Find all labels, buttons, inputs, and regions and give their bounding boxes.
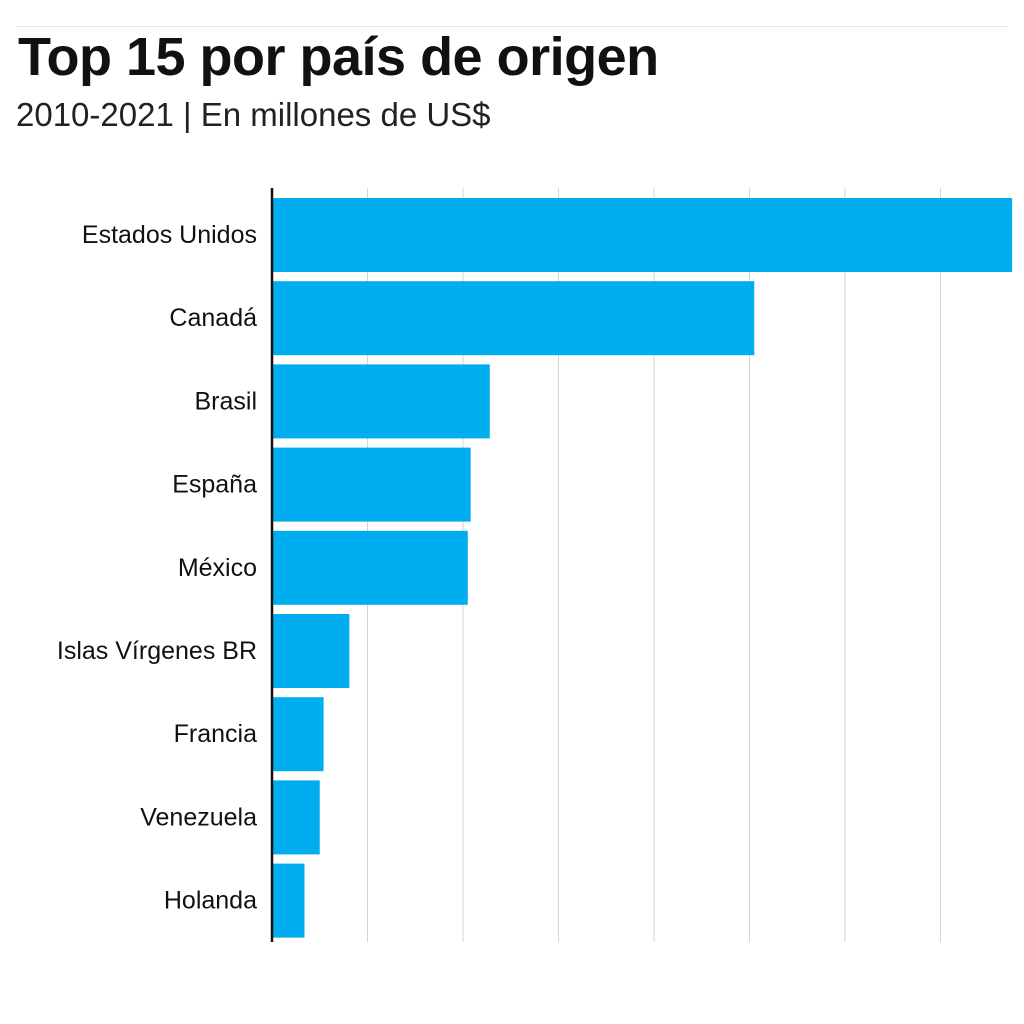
bar bbox=[272, 198, 1013, 272]
chart-subtitle: 2010-2021 | En millones de US$ bbox=[16, 96, 491, 133]
category-label: México bbox=[178, 554, 257, 582]
category-label: Canadá bbox=[169, 304, 257, 332]
category-label: Holanda bbox=[164, 887, 257, 915]
bar bbox=[272, 863, 305, 938]
bar bbox=[272, 780, 320, 855]
chart-title: Top 15 por país de origen bbox=[18, 27, 659, 87]
category-label: España bbox=[172, 471, 257, 499]
category-label: Estados Unidos bbox=[82, 221, 257, 249]
category-label: Brasil bbox=[194, 387, 257, 415]
bar bbox=[272, 614, 350, 688]
category-label: Francia bbox=[174, 720, 257, 748]
bar bbox=[272, 447, 471, 522]
bar bbox=[272, 697, 324, 772]
top-divider bbox=[16, 26, 1008, 27]
bar bbox=[272, 364, 490, 439]
category-label: Islas Vírgenes BR bbox=[57, 637, 257, 665]
category-label: Venezuela bbox=[140, 803, 257, 831]
bar bbox=[272, 530, 468, 605]
bar bbox=[272, 281, 755, 356]
